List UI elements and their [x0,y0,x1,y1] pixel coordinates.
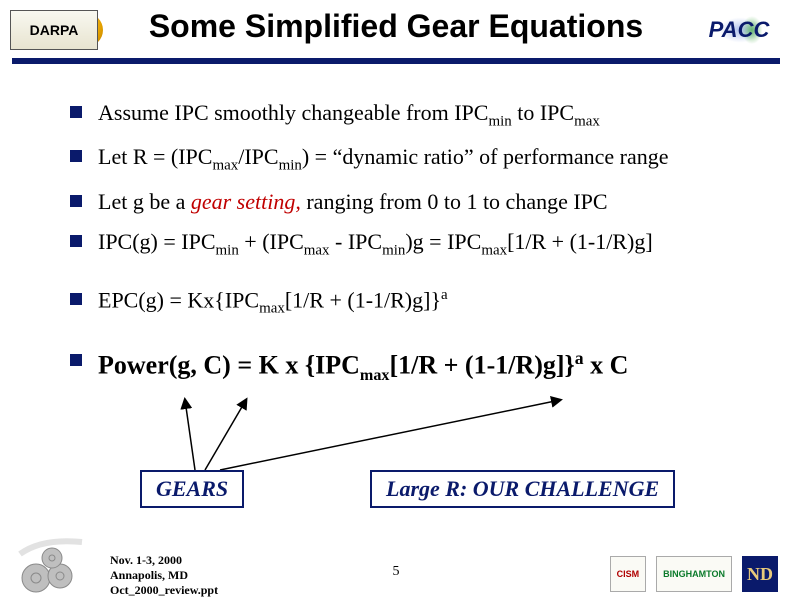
text: [1/R + (1-1/R)g] [507,229,653,254]
text: [1/R + (1-1/R)g]} [389,351,574,380]
cism-logo: CISM [610,556,647,592]
text: IPC(g) = IPC [98,229,216,254]
slide-footer: Nov. 1-3, 2000 Annapolis, MD Oct_2000_re… [0,534,792,604]
text: ) = “dynamic ratio” of performance range [302,144,669,169]
footer-filename: Oct_2000_review.ppt [110,583,218,597]
callouts: GEARS Large R: OUR CHALLENGE [0,470,792,514]
superscript: a [441,287,448,303]
gear-setting-text: gear setting, [191,189,301,214]
subscript: min [279,158,302,174]
text: )g = IPC [405,229,481,254]
text: Assume IPC smoothly changeable from IPC [98,100,488,125]
pacc-logo: PACC [700,10,778,50]
pacc-label: PACC [709,17,770,43]
subscript: min [382,242,405,258]
subscript: min [216,242,239,258]
subscript: max [481,242,507,258]
superscript: a [575,348,584,368]
bullet-4: IPC(g) = IPCmin + (IPCmax - IPCmin)g = I… [70,229,752,259]
text: Let g be a [98,189,191,214]
callout-gears: GEARS [140,470,244,508]
bullet-2: Let R = (IPCmax/IPCmin) = “dynamic ratio… [70,144,752,174]
callout-large-r: Large R: OUR CHALLENGE [370,470,675,508]
text: to IPC [512,100,574,125]
bullet-list: Assume IPC smoothly changeable from IPCm… [70,100,752,385]
subscript: max [212,158,238,174]
text: x C [584,351,629,380]
subscript: max [360,367,390,384]
text: ranging from 0 to 1 to change IPC [301,189,608,214]
subscript: max [304,242,330,258]
binghamton-logo: BINGHAMTON [656,556,732,592]
text: [1/R + (1-1/R)g]} [285,288,441,313]
bullet-3: Let g be a gear setting, ranging from 0 … [70,189,752,215]
notre-dame-logo: ND [742,556,778,592]
text: Power(g, C) = K x {IPC [98,351,360,380]
text: Let R = (IPC [98,144,212,169]
bullet-1: Assume IPC smoothly changeable from IPCm… [70,100,752,130]
text: + (IPC [239,229,304,254]
subscript: min [488,113,511,129]
header-rule [12,58,780,64]
subscript: max [574,113,600,129]
slide-title: Some Simplified Gear Equations [0,8,792,45]
text: EPC(g) = Kx{IPC [98,288,259,313]
slide-header: DARPA Some Simplified Gear Equations PAC… [0,0,792,64]
subscript: max [259,301,285,317]
bullet-6-power: Power(g, C) = K x {IPCmax[1/R + (1-1/R)g… [70,348,752,385]
bullet-5: EPC(g) = Kx{IPCmax[1/R + (1-1/R)g]}a [70,287,752,318]
text: /IPC [238,144,278,169]
logo-strip: CISM BINGHAMTON ND [610,556,778,592]
text: - IPC [330,229,383,254]
